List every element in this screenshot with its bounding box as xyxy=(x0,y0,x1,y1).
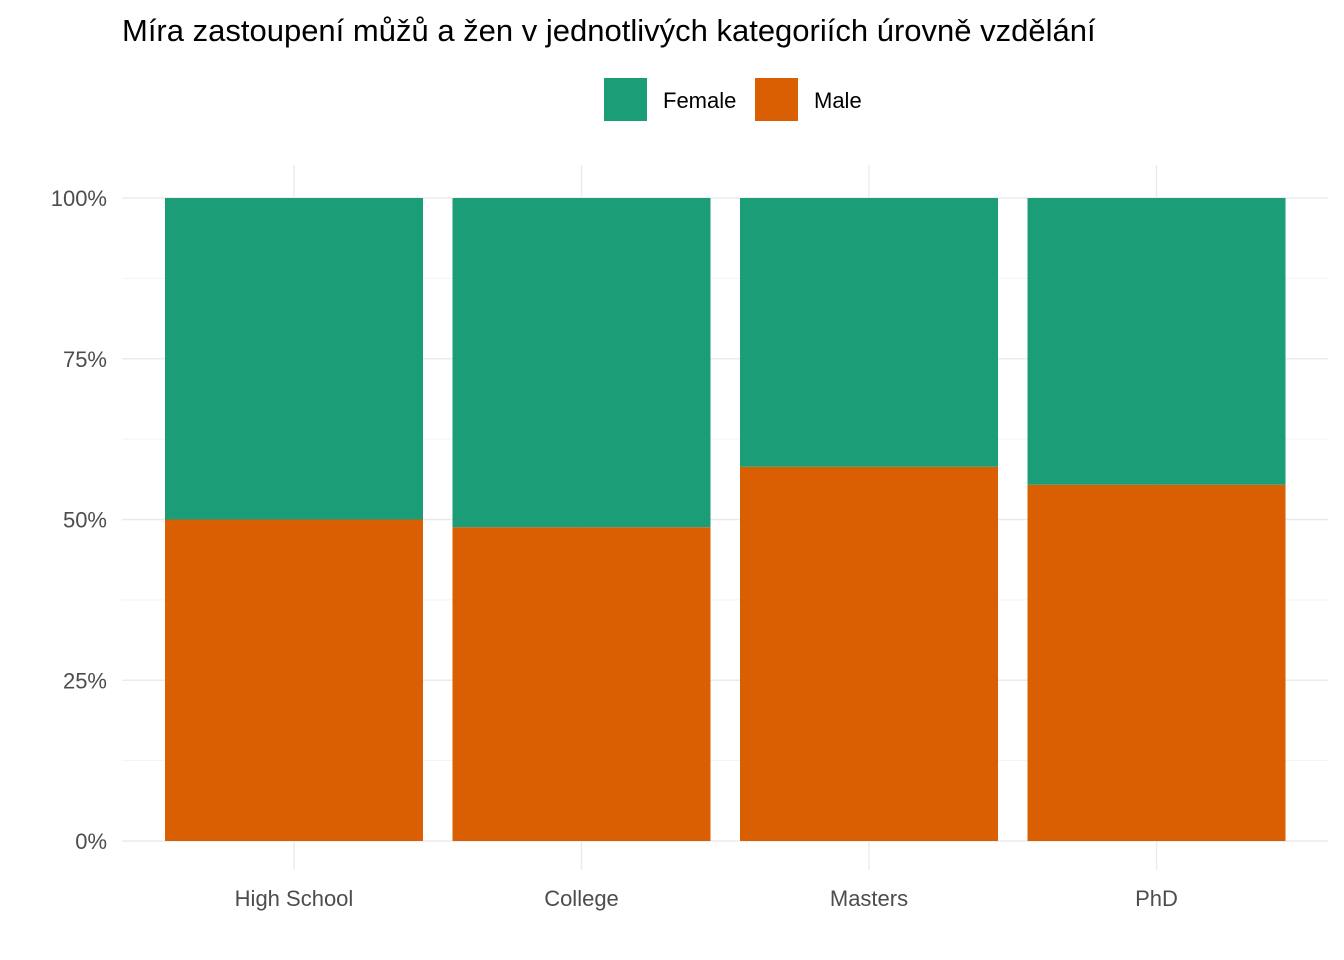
legend-label-female: Female xyxy=(663,88,736,113)
bar-female-high-school xyxy=(165,198,423,520)
y-tick-label: 0% xyxy=(75,829,107,854)
legend-label-male: Male xyxy=(814,88,862,113)
x-tick-label: PhD xyxy=(1135,886,1178,911)
bar-male-college xyxy=(452,527,711,841)
legend-swatch-male xyxy=(755,78,798,121)
bar-female-college xyxy=(452,198,711,528)
y-tick-label: 25% xyxy=(63,668,107,693)
y-axis: 0% 25% 50% 75% 100% xyxy=(51,186,107,854)
bar-male-high-school xyxy=(165,519,423,841)
bar-female-masters xyxy=(740,198,998,467)
legend: Female Male xyxy=(604,78,862,121)
x-tick-label: High School xyxy=(235,886,354,911)
legend-swatch-female xyxy=(604,78,647,121)
x-tick-label: Masters xyxy=(830,886,908,911)
bar-male-phd xyxy=(1027,484,1286,841)
bar-female-phd xyxy=(1027,198,1286,485)
y-tick-label: 100% xyxy=(51,186,107,211)
y-tick-label: 50% xyxy=(63,508,107,533)
chart-title: Míra zastoupení můžů a žen v jednotlivýc… xyxy=(122,13,1096,48)
y-tick-label: 75% xyxy=(63,347,107,372)
bars xyxy=(165,198,1286,841)
bar-male-masters xyxy=(740,466,998,841)
x-tick-label: College xyxy=(544,886,619,911)
x-axis: High School College Masters PhD xyxy=(235,886,1178,911)
